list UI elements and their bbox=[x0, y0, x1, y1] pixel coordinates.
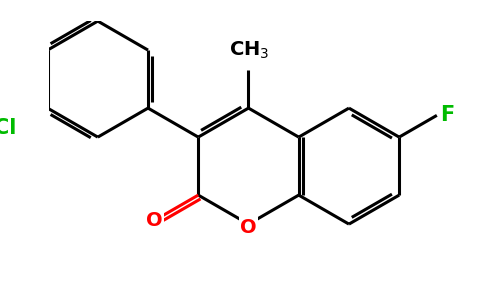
Text: F: F bbox=[440, 105, 454, 125]
Text: O: O bbox=[240, 218, 257, 237]
Text: Cl: Cl bbox=[0, 118, 16, 138]
Text: O: O bbox=[146, 211, 162, 230]
Text: CH$_3$: CH$_3$ bbox=[229, 39, 270, 61]
